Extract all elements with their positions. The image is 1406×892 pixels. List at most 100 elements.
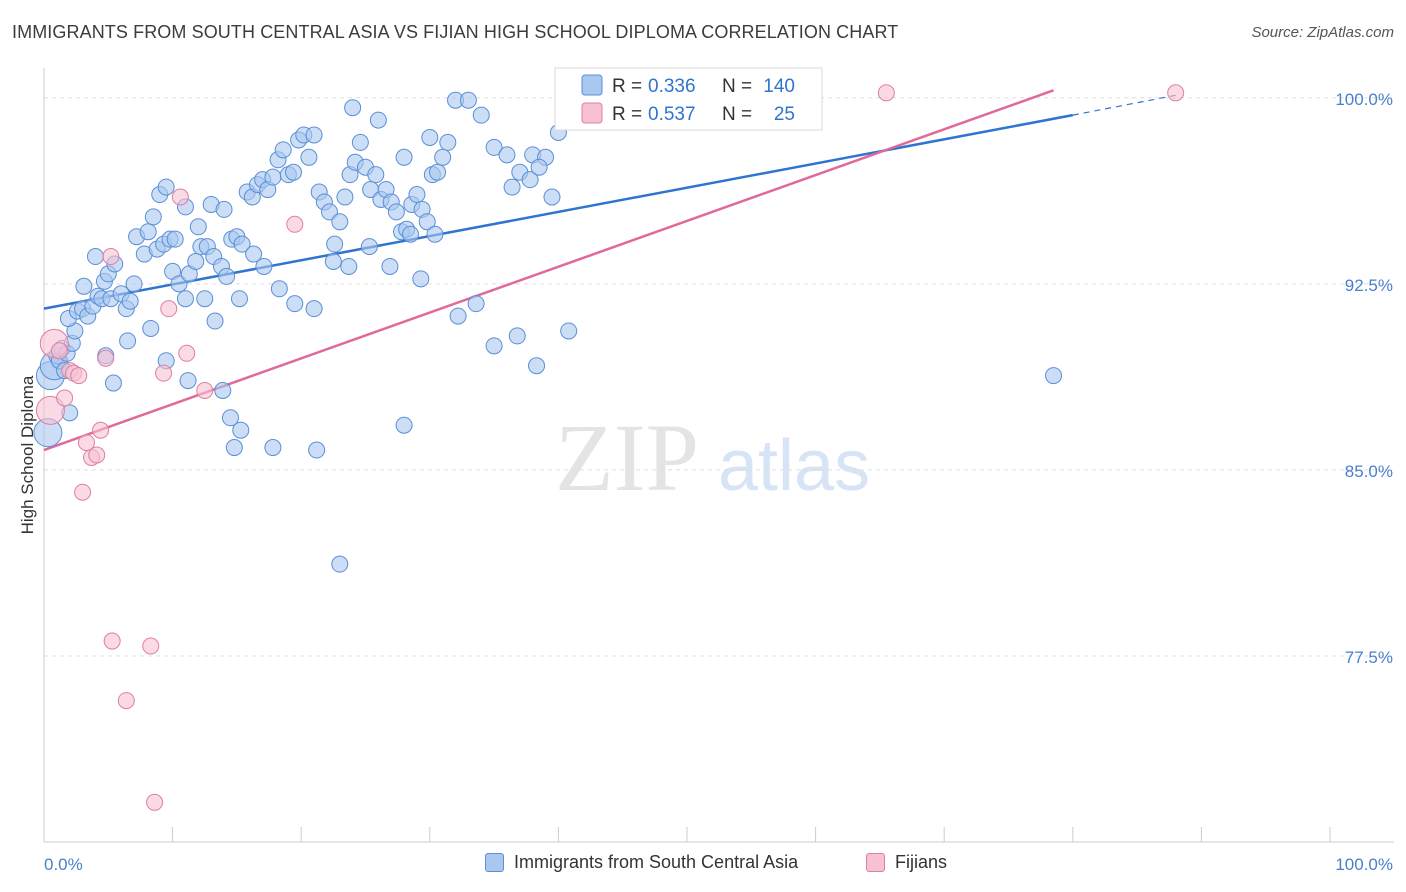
data-point-immigrants: [284, 163, 302, 181]
trendline-immigrants: [43, 113, 1074, 310]
data-point-immigrants: [324, 253, 342, 270]
data-point-immigrants: [449, 307, 467, 325]
data-point-fijians: [171, 188, 189, 206]
data-point-immigrants: [336, 188, 354, 206]
legend-label-fijians: Fijians: [895, 852, 948, 872]
data-point-immigrants: [367, 166, 385, 184]
data-point-immigrants: [381, 257, 399, 275]
source-credit: Source: ZipAtlas.com: [1251, 24, 1394, 41]
data-point-immigrants: [189, 218, 207, 236]
data-point-immigrants: [503, 178, 521, 196]
y-tick-label: 85.0%: [1345, 462, 1393, 481]
data-point-immigrants: [472, 106, 490, 124]
data-point-immigrants: [218, 267, 236, 285]
data-point-immigrants: [1045, 367, 1063, 385]
data-point-immigrants: [402, 225, 420, 243]
data-point-immigrants: [508, 327, 526, 345]
correlation-legend: R = 0.336 N = 140 R = 0.537 N = 25: [554, 67, 823, 131]
data-point-immigrants: [331, 213, 349, 231]
data-point-fijians: [286, 215, 304, 233]
data-point-fijians: [35, 395, 65, 425]
data-point-immigrants: [206, 312, 224, 330]
data-point-immigrants: [320, 203, 338, 221]
data-point-immigrants: [543, 188, 561, 206]
data-point-immigrants: [426, 225, 444, 243]
data-point-fijians: [196, 382, 214, 399]
data-point-immigrants: [326, 235, 344, 253]
legend-r-label-pink: R =: [612, 104, 642, 125]
x-tick-label: 100.0%: [1335, 855, 1393, 874]
data-point-immigrants: [369, 111, 387, 129]
data-point-immigrants: [305, 126, 323, 144]
watermark-atlas: atlas: [718, 426, 870, 506]
data-point-immigrants: [412, 270, 430, 288]
data-point-immigrants: [232, 421, 250, 439]
data-point-immigrants: [434, 148, 452, 166]
data-point-immigrants: [144, 208, 162, 226]
legend-n-label-pink: N =: [722, 104, 752, 125]
series-legend: Immigrants from South Central Asia Fijia…: [0, 852, 1406, 878]
data-point-immigrants: [485, 138, 503, 156]
data-point-immigrants: [395, 416, 413, 434]
data-point-immigrants: [286, 295, 304, 313]
data-point-immigrants: [360, 238, 378, 256]
data-point-immigrants: [274, 141, 292, 159]
data-point-immigrants: [530, 158, 548, 176]
data-point-immigrants: [340, 257, 358, 275]
data-point-fijians: [155, 364, 173, 382]
y-axis-label: High School Diploma: [18, 375, 37, 534]
data-point-immigrants: [264, 439, 282, 457]
legend-n-value-blue: 140: [763, 76, 795, 97]
data-point-immigrants: [245, 245, 263, 263]
data-point-immigrants: [225, 439, 243, 457]
legend-n-value-pink: 25: [774, 104, 795, 125]
data-point-fijians: [70, 367, 88, 385]
data-point-immigrants: [344, 99, 362, 117]
data-point-immigrants: [429, 163, 447, 181]
data-point-immigrants: [351, 133, 369, 151]
data-point-fijians: [1167, 84, 1185, 102]
data-point-immigrants: [395, 148, 413, 166]
data-point-immigrants: [233, 235, 251, 253]
data-point-fijians: [77, 434, 95, 452]
data-point-immigrants: [176, 290, 194, 308]
data-point-immigrants: [264, 168, 282, 186]
data-point-fijians: [103, 632, 121, 650]
x-tick-label: 0.0%: [44, 855, 83, 874]
legend-item-fijians: Fijians: [866, 852, 947, 873]
data-point-immigrants: [387, 203, 405, 221]
legend-r-value-blue: 0.336: [648, 76, 696, 97]
data-point-immigrants: [104, 374, 122, 392]
data-point-fijians: [142, 637, 160, 655]
data-point-immigrants: [498, 146, 516, 164]
data-point-immigrants: [467, 295, 485, 313]
data-point-immigrants: [125, 275, 143, 293]
chart-title: IMMIGRANTS FROM SOUTH CENTRAL ASIA VS FI…: [12, 22, 899, 42]
data-point-immigrants: [75, 277, 93, 295]
data-point-immigrants: [305, 300, 323, 318]
data-point-immigrants: [166, 230, 184, 248]
data-point-fijians: [92, 421, 110, 439]
data-point-immigrants: [300, 148, 318, 166]
data-point-immigrants: [170, 275, 188, 293]
data-point-fijians: [160, 300, 178, 318]
data-point-immigrants: [270, 280, 288, 298]
y-tick-label: 92.5%: [1345, 276, 1393, 295]
y-tick-label: 77.5%: [1345, 648, 1393, 667]
data-point-immigrants: [255, 257, 273, 275]
data-point-fijians: [146, 793, 164, 811]
data-point-immigrants: [179, 372, 197, 390]
data-point-immigrants: [560, 322, 578, 340]
data-point-immigrants: [121, 292, 139, 310]
zipatlas-watermark: ZIP atlas: [555, 404, 870, 511]
y-tick-label: 100.0%: [1335, 90, 1393, 109]
data-point-immigrants: [421, 128, 439, 146]
data-point-immigrants: [86, 248, 104, 266]
data-point-immigrants: [215, 200, 233, 218]
data-point-fijians: [117, 692, 135, 710]
legend-r-value-pink: 0.537: [648, 104, 696, 125]
data-point-immigrants: [418, 213, 436, 231]
data-point-fijians: [102, 248, 120, 266]
legend-swatch-immigrants: [485, 853, 504, 872]
